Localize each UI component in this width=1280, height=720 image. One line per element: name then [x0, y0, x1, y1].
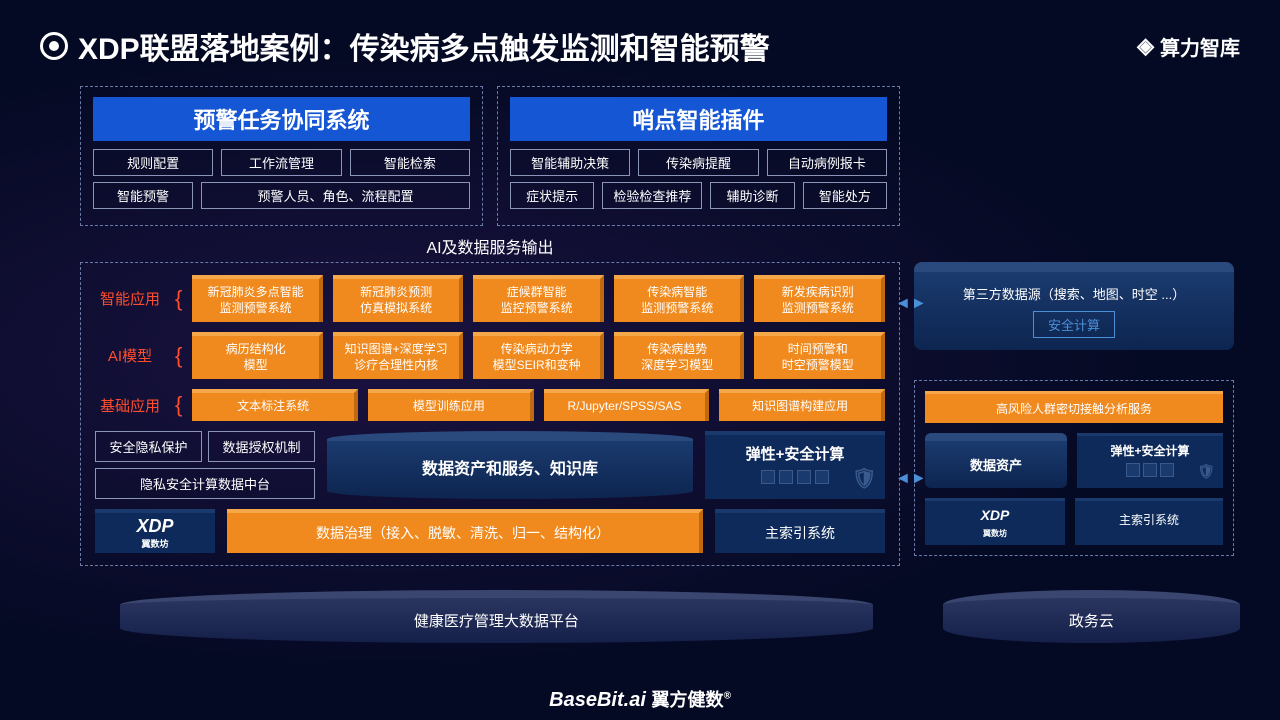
elastic-label: 弹性+安全计算 — [715, 443, 875, 464]
box-privacy: 安全隐私保护 — [95, 431, 202, 462]
bracket-icon: { — [175, 392, 182, 418]
cylinder-health-platform: 健康医疗管理大数据平台 — [120, 590, 873, 643]
tag: 症状提示 — [510, 182, 594, 209]
service-box: 传染病动力学模型SEIR和变种 — [473, 332, 604, 379]
box-data-governance: 数据治理（接入、脱敏、清洗、归一、结构化） — [227, 509, 703, 553]
brand-logo: ◈ 算力智库 — [1137, 32, 1240, 61]
cylinder-gov-cloud: 政务云 — [943, 590, 1240, 643]
main-architecture-panel: 智能应用 { 新冠肺炎多点智能监测预警系统新冠肺炎预测仿真模拟系统症候群智能监控… — [80, 262, 900, 566]
bracket-icon: { — [175, 343, 182, 369]
tag: 工作流管理 — [221, 149, 341, 176]
xdp-logo: XDP 翼数坊 — [95, 509, 215, 553]
cylinder-third-party: 第三方数据源（搜索、地图、时空 ...） 安全计算 — [914, 262, 1234, 350]
arrow-icon: ◄► — [895, 470, 927, 488]
tag: 智能辅助决策 — [510, 149, 630, 176]
tag: 智能处方 — [803, 182, 887, 209]
shield-icon: 🛡 — [1197, 463, 1215, 480]
service-box: 知识图谱构建应用 — [719, 389, 885, 421]
tag: 智能检索 — [350, 149, 470, 176]
service-box: 新冠肺炎预测仿真模拟系统 — [333, 275, 464, 322]
panel-title: 预警任务协同系统 — [93, 97, 470, 141]
box-auth: 数据授权机制 — [208, 431, 315, 462]
cylinder-data-assets: 数据资产和服务、知识库 — [327, 431, 693, 499]
tag: 自动病例报卡 — [767, 149, 887, 176]
box-master-index: 主索引系统 — [1075, 498, 1223, 545]
box-platform: 隐私安全计算数据中台 — [95, 468, 315, 499]
panel-warning-system: 预警任务协同系统 规则配置 工作流管理 智能检索 智能预警 预警人员、角色、流程… — [80, 86, 483, 226]
tag: 传染病提醒 — [638, 149, 758, 176]
panel-title: 哨点智能插件 — [510, 97, 887, 141]
row-label: 基础应用 — [95, 395, 165, 416]
box-master-index: 主索引系统 — [715, 509, 885, 553]
btn-secure-compute: 安全计算 — [1033, 311, 1115, 338]
page-title: XDP联盟落地案例：传染病多点触发监测和智能预警 — [78, 24, 770, 68]
third-party-label: 第三方数据源（搜索、地图、时空 ...） — [926, 284, 1222, 303]
service-box: 病历结构化模型 — [192, 332, 323, 379]
service-box: 文本标注系统 — [192, 389, 358, 421]
service-box: 症候群智能监控预警系统 — [473, 275, 604, 322]
tag: 规则配置 — [93, 149, 213, 176]
brand-text: 算力智库 — [1160, 32, 1240, 61]
bracket-icon: { — [175, 286, 182, 312]
tag: 智能预警 — [93, 182, 193, 209]
section-label: AI及数据服务输出 — [80, 234, 900, 258]
arrow-icon: ◄► — [895, 295, 927, 313]
tag: 预警人员、角色、流程配置 — [201, 182, 470, 209]
row-label: AI模型 — [95, 345, 165, 366]
service-box: 传染病智能监测预警系统 — [614, 275, 745, 322]
tag: 辅助诊断 — [710, 182, 794, 209]
row-label: 智能应用 — [95, 288, 165, 309]
box-elastic-compute: 弹性+安全计算 🛡 — [705, 431, 885, 499]
box-risk-service: 高风险人群密切接触分析服务 — [925, 391, 1223, 423]
brand-icon: ◈ — [1137, 33, 1154, 59]
panel-sentinel-plugin: 哨点智能插件 智能辅助决策 传染病提醒 自动病例报卡 症状提示 检验检查推荐 辅… — [497, 86, 900, 226]
service-box: 传染病趋势深度学习模型 — [614, 332, 745, 379]
service-box: 模型训练应用 — [368, 389, 534, 421]
xdp-logo: XDP 翼数坊 — [925, 498, 1065, 545]
service-box: 知识图谱+深度学习诊疗合理性内核 — [333, 332, 464, 379]
right-architecture-panel: 高风险人群密切接触分析服务 数据资产 弹性+安全计算 🛡 XDP 翼数坊 主索引… — [914, 380, 1234, 556]
tag: 检验检查推荐 — [602, 182, 702, 209]
service-box: 新发疾病识别监测预警系统 — [754, 275, 885, 322]
service-box: 时间预警和时空预警模型 — [754, 332, 885, 379]
service-box: 新冠肺炎多点智能监测预警系统 — [192, 275, 323, 322]
footer-logo: BaseBit.ai 翼方健数® — [0, 686, 1280, 712]
box-elastic-compute: 弹性+安全计算 🛡 — [1077, 433, 1223, 488]
service-box: R/Jupyter/SPSS/SAS — [544, 389, 710, 421]
bullet-icon — [40, 32, 68, 60]
cylinder-data-asset: 数据资产 — [925, 433, 1067, 488]
shield-icon: 🛡 — [852, 466, 877, 491]
